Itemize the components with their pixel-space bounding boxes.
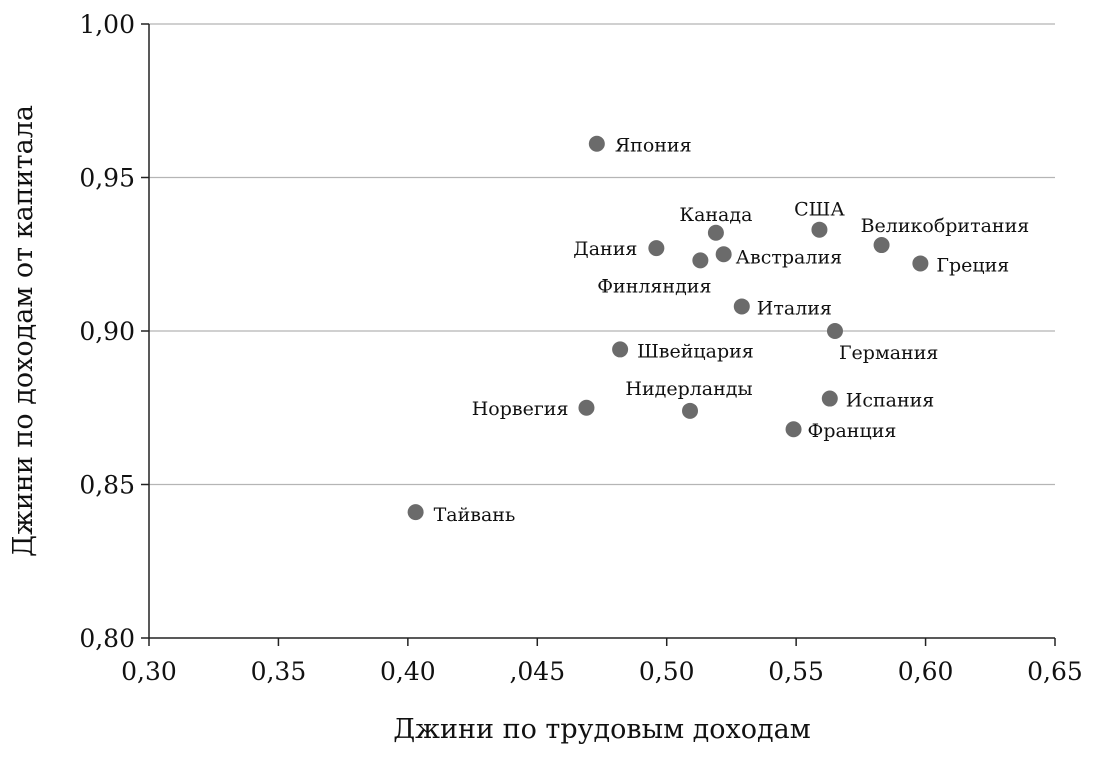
y-tick-label: 0,85 [79,471,135,500]
point-label: Испания [846,390,935,412]
x-ticks: 0,30 0,35 0,40 ,045 0,50 0,55 0,60 0,65 [121,638,1083,686]
x-tick-label: 0,35 [251,657,307,686]
y-tick-label: 0,90 [79,317,135,346]
data-point [811,221,828,238]
point-label: Финляндия [597,275,711,297]
data-point [826,323,843,339]
y-tick-label: 0,80 [79,624,135,653]
x-tick-label: ,045 [509,657,565,686]
point-label: Германия [839,342,938,364]
point-label: Дания [573,238,637,260]
data-point [707,224,724,241]
x-axis-label: Джини по трудовым доходам [393,714,811,745]
point-label: Нидерланды [625,378,752,400]
point-label: США [794,199,845,221]
data-point [821,390,838,407]
data-point [785,421,802,438]
point-label: Канада [679,204,752,226]
x-tick-label: 0,40 [380,657,436,686]
gridlines [149,23,1055,486]
data-point [648,240,665,257]
data-point [715,246,732,263]
x-tick-label: 0,55 [768,657,824,686]
y-ticks: 0,80 0,85 0,90 0,95 1,00 [79,10,149,653]
point-label: Великобритания [861,215,1030,237]
data-point [733,298,750,315]
point-label: Норвегия [472,398,569,420]
data-point [873,237,890,254]
data-point [612,341,629,358]
data-point [912,255,929,272]
x-tick-label: 0,50 [639,657,695,686]
point-label: Италия [757,297,832,319]
data-point [588,135,605,152]
data-point [682,402,699,419]
data-points: Япония Канада США Великобритания Дания Австра… [407,135,1030,526]
x-tick-label: 0,60 [898,657,954,686]
y-axis-label: Джини по доходам от капитала [8,105,39,557]
data-point [578,399,595,416]
x-tick-label: 0,65 [1027,657,1083,686]
point-label: Австралия [736,246,842,268]
point-label: Франция [808,420,897,442]
x-tick-label: 0,30 [121,657,177,686]
y-tick-label: 0,95 [79,164,135,193]
point-label: Япония [615,135,692,157]
point-label: Швейцария [637,340,754,362]
data-point [407,504,424,521]
y-tick-label: 1,00 [79,10,135,39]
data-point [692,252,709,269]
point-label: Греция [936,254,1009,276]
point-label: Тайвань [434,504,516,526]
